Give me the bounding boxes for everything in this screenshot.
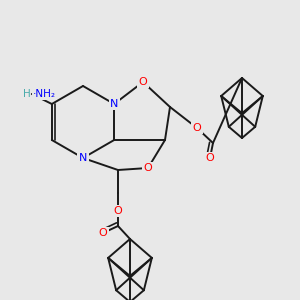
Text: N: N bbox=[110, 99, 118, 109]
Text: O: O bbox=[193, 123, 201, 133]
Text: O: O bbox=[139, 77, 147, 87]
Text: O: O bbox=[144, 163, 152, 173]
Text: O: O bbox=[206, 153, 214, 163]
Text: ·NH₂: ·NH₂ bbox=[33, 89, 56, 99]
Text: O: O bbox=[114, 206, 122, 216]
Text: N: N bbox=[79, 153, 87, 163]
Text: H: H bbox=[23, 89, 31, 99]
Text: O: O bbox=[99, 228, 107, 238]
